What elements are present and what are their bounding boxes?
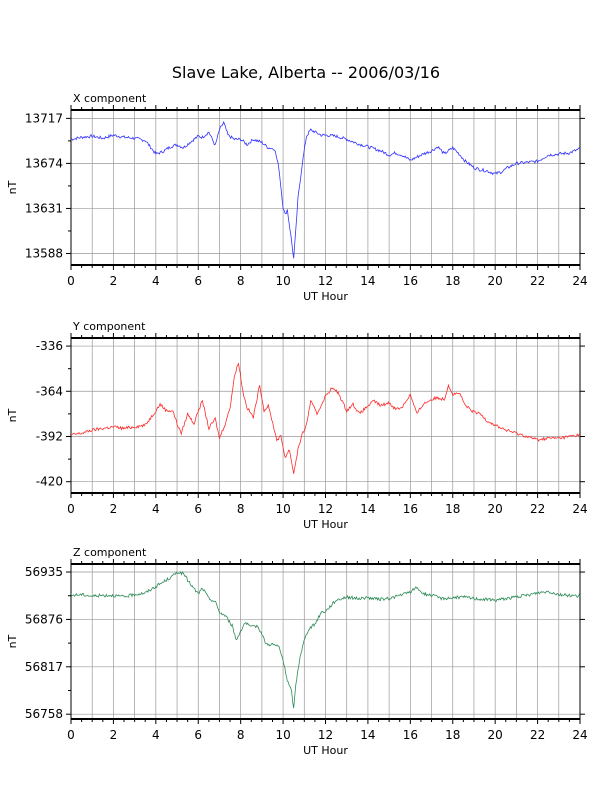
x-tick-label: 20 xyxy=(488,274,503,288)
x-tick-label: 18 xyxy=(445,728,460,742)
panel-title: Y component xyxy=(72,320,146,333)
y-tick-label: -392 xyxy=(36,429,63,443)
x-axis-label: UT Hour xyxy=(303,290,348,303)
y-tick-label: 13717 xyxy=(25,111,63,125)
y-tick-label: -364 xyxy=(36,384,63,398)
x-tick-label: 14 xyxy=(360,274,375,288)
x-axis-label: UT Hour xyxy=(303,744,348,757)
x-tick-label: 10 xyxy=(275,728,290,742)
x-tick-label: 14 xyxy=(360,502,375,516)
x-tick-label: 18 xyxy=(445,502,460,516)
x-tick-label: 18 xyxy=(445,274,460,288)
x-tick-label: 8 xyxy=(237,502,245,516)
x-tick-label: 10 xyxy=(275,502,290,516)
x-tick-label: 0 xyxy=(67,728,75,742)
x-tick-label: 22 xyxy=(530,274,545,288)
x-tick-label: 12 xyxy=(318,502,333,516)
x-tick-label: 24 xyxy=(572,502,587,516)
y-axis-label: nT xyxy=(6,634,19,648)
y-axis-label: nT xyxy=(6,180,19,194)
x-tick-label: 4 xyxy=(152,728,160,742)
series-line xyxy=(70,571,581,709)
x-tick-label: 0 xyxy=(67,502,75,516)
y-tick-label: 56758 xyxy=(25,707,63,721)
panel-title: X component xyxy=(73,92,147,105)
x-tick-label: 8 xyxy=(237,728,245,742)
x-tick-label: 24 xyxy=(572,728,587,742)
figure-title: Slave Lake, Alberta -- 2006/03/16 xyxy=(172,63,440,82)
y-tick-label: 56817 xyxy=(25,660,63,674)
x-tick-label: 0 xyxy=(67,274,75,288)
y-axis-label: nT xyxy=(6,408,19,422)
x-tick-label: 12 xyxy=(318,274,333,288)
x-tick-label: 14 xyxy=(360,728,375,742)
x-tick-label: 12 xyxy=(318,728,333,742)
x-axis-label: UT Hour xyxy=(303,518,348,531)
y-tick-label: -336 xyxy=(36,339,63,353)
x-tick-label: 6 xyxy=(194,502,202,516)
x-tick-label: 20 xyxy=(488,502,503,516)
x-tick-label: 4 xyxy=(152,274,160,288)
y-tick-label: 56935 xyxy=(25,565,63,579)
x-tick-label: 16 xyxy=(403,728,418,742)
x-tick-label: 8 xyxy=(237,274,245,288)
x-tick-label: 20 xyxy=(488,728,503,742)
x-tick-label: 6 xyxy=(194,728,202,742)
series-line xyxy=(70,362,581,474)
x-tick-label: 22 xyxy=(530,728,545,742)
x-tick-label: 16 xyxy=(403,274,418,288)
y-tick-label: -420 xyxy=(36,475,63,489)
x-tick-label: 2 xyxy=(110,728,118,742)
y-tick-label: 13588 xyxy=(25,246,63,260)
panel-title: Z component xyxy=(73,546,147,559)
x-tick-label: 2 xyxy=(110,274,118,288)
x-tick-label: 16 xyxy=(403,502,418,516)
x-tick-label: 6 xyxy=(194,274,202,288)
y-tick-label: 13631 xyxy=(25,201,63,215)
x-tick-label: 10 xyxy=(275,274,290,288)
y-tick-label: 13674 xyxy=(25,156,63,170)
x-tick-label: 2 xyxy=(110,502,118,516)
series-line xyxy=(70,120,581,259)
x-tick-label: 22 xyxy=(530,502,545,516)
x-tick-label: 4 xyxy=(152,502,160,516)
x-tick-label: 24 xyxy=(572,274,587,288)
y-tick-label: 56876 xyxy=(25,612,63,626)
